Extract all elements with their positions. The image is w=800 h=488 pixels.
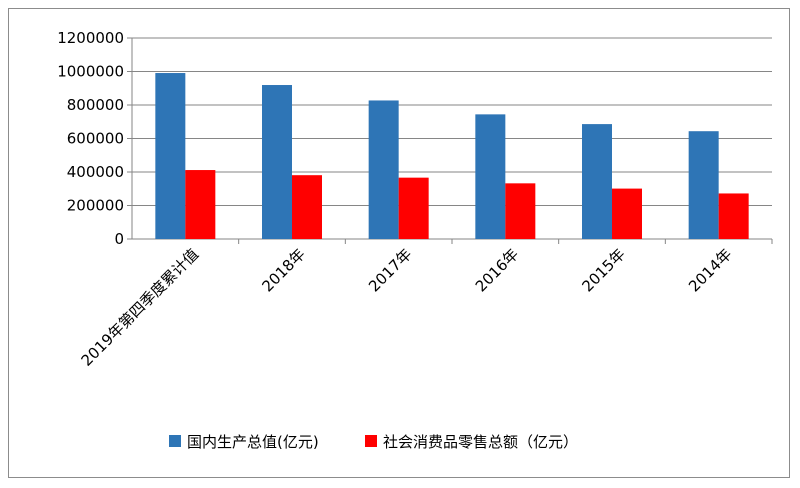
x-tick-label: 2018年 [258, 245, 308, 295]
y-tick-label: 400000 [67, 163, 124, 181]
x-tick-label: 2017年 [365, 245, 415, 295]
x-tick-label: 2014年 [685, 245, 735, 295]
y-tick-label: 200000 [67, 197, 124, 215]
legend-swatch [169, 435, 181, 447]
bar-retail [612, 188, 642, 239]
bar-gdp [582, 124, 612, 239]
bar-gdp [475, 114, 506, 239]
y-tick-label: 0 [114, 230, 124, 248]
bar-gdp [262, 85, 292, 239]
bar-gdp [368, 100, 399, 239]
x-tick-label: 2016年 [472, 245, 522, 295]
legend-label: 社会消费品零售总额（亿元） [383, 433, 578, 451]
x-tick-label: 2015年 [578, 245, 628, 295]
y-tick-label: 1200000 [57, 29, 124, 47]
bar-retail [185, 170, 216, 239]
bar-gdp [155, 73, 186, 239]
bar-gdp [688, 131, 719, 239]
chart-frame: 0 200000 400000 600000 800000 1000000 1200000 2… [8, 8, 790, 478]
bar-retail [398, 177, 429, 239]
bar-retail [718, 193, 749, 239]
bar-chart: 0 200000 400000 600000 800000 1000000 1200000 2… [57, 29, 773, 451]
legend-label: 国内生产总值(亿元) [187, 433, 319, 451]
y-tick-label: 1000000 [57, 63, 124, 81]
x-tick-label: 2019年第四季度累计值 [78, 245, 203, 370]
bar-retail [292, 175, 322, 239]
bar-retail [505, 183, 536, 239]
y-tick-label: 800000 [67, 96, 124, 114]
y-tick-label: 600000 [67, 130, 124, 148]
legend-swatch [365, 435, 377, 447]
